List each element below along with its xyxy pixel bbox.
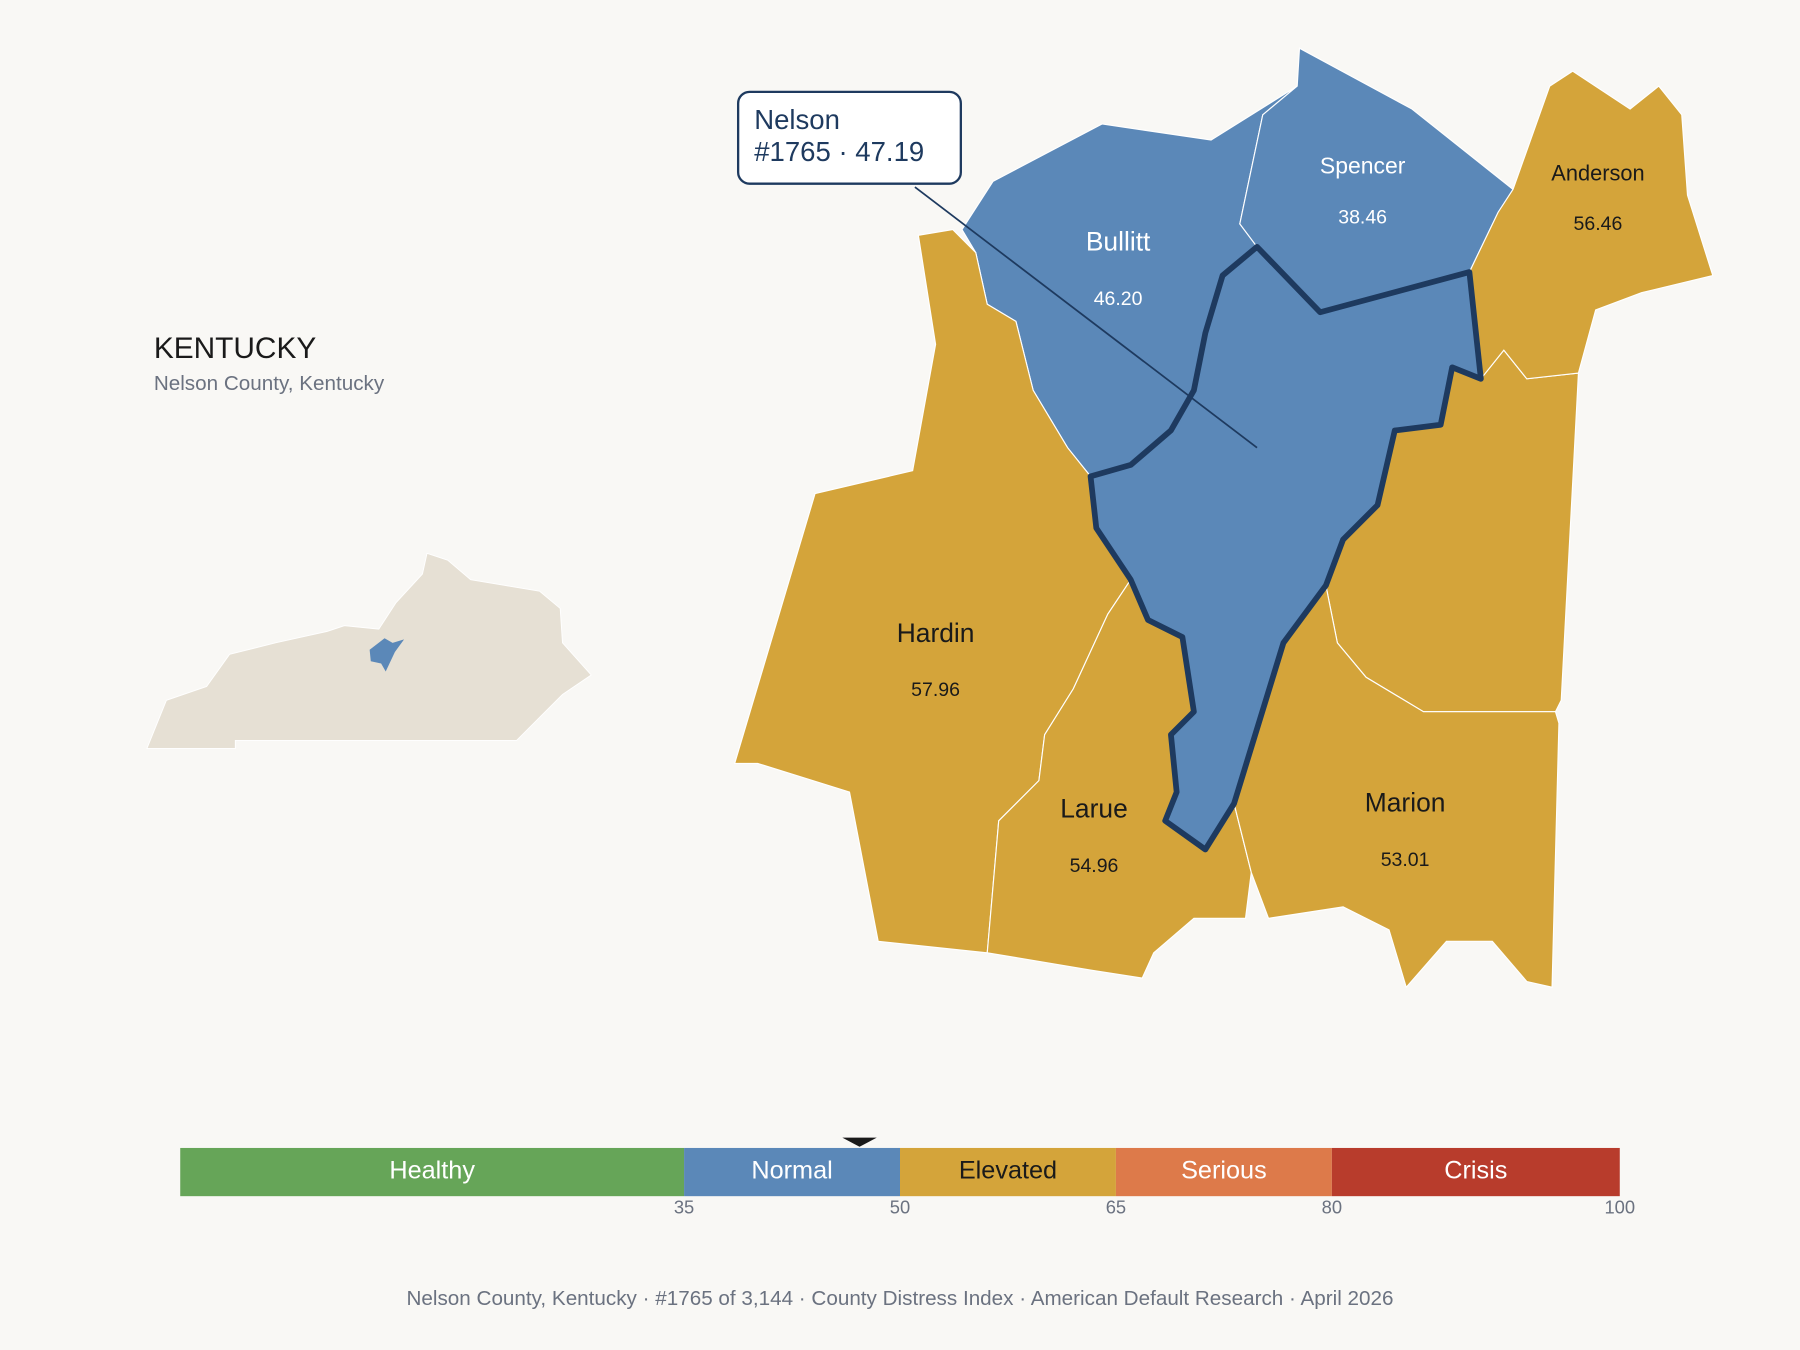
legend-tick-label: 65 <box>1106 1197 1126 1218</box>
legend-band-label: Crisis <box>1444 1157 1507 1185</box>
legend: Healthy Normal Elevated Serious Crisis 35 50 65… <box>180 1137 1635 1218</box>
legend-band <box>180 1147 685 1197</box>
county-name: Spencer <box>1320 153 1406 179</box>
legend-band-label: Elevated <box>959 1157 1057 1185</box>
legend-tick-label: 80 <box>1322 1197 1342 1218</box>
county-value: 38.46 <box>1338 206 1387 228</box>
county-name: Anderson <box>1551 160 1644 185</box>
callout-box <box>736 90 962 185</box>
county-name: Bullitt <box>1086 226 1151 256</box>
legend-band-label: Healthy <box>389 1157 475 1185</box>
state-title: KENTUCKY <box>154 332 317 365</box>
county-value: 54.96 <box>1070 855 1119 877</box>
county-shape <box>1233 584 1560 989</box>
legend-tick-label: 50 <box>890 1197 910 1218</box>
county-name: Hardin <box>897 618 975 648</box>
county-name: Larue <box>1060 793 1127 823</box>
callout-name: Nelson <box>754 104 840 135</box>
legend-band <box>900 1147 1116 1197</box>
legend-band <box>684 1147 900 1197</box>
state-inset <box>146 552 592 749</box>
footer: Nelson County, Kentucky · #1765 of 3,144… <box>406 1287 1393 1310</box>
state-subtitle: Nelson County, Kentucky <box>154 372 385 395</box>
state-outline <box>146 552 592 749</box>
selected-county <box>1087 243 1484 853</box>
legend-tick-label: 35 <box>674 1197 694 1218</box>
callout-rank: #1765 · 47.19 <box>754 136 924 167</box>
state-highlight <box>369 638 405 672</box>
legend-tick-label: 100 <box>1604 1197 1635 1218</box>
county-map: Bullitt 46.20 Spencer 38.46 Anderson 56.46 Har… <box>733 47 1714 989</box>
county-value: 53.01 <box>1381 849 1430 871</box>
legend-marker <box>842 1137 877 1147</box>
county-value: 57.96 <box>911 679 960 701</box>
county-value: 56.46 <box>1574 213 1623 235</box>
callout-leader <box>914 186 1258 449</box>
county-value: 46.20 <box>1094 288 1143 310</box>
callout: Nelson #1765 · 47.19 <box>736 90 1258 449</box>
legend-band <box>1331 1147 1620 1197</box>
legend-band-label: Normal <box>751 1157 832 1185</box>
legend-band <box>1115 1147 1332 1197</box>
county-name: Marion <box>1365 788 1446 818</box>
legend-band-label: Serious <box>1181 1157 1267 1185</box>
